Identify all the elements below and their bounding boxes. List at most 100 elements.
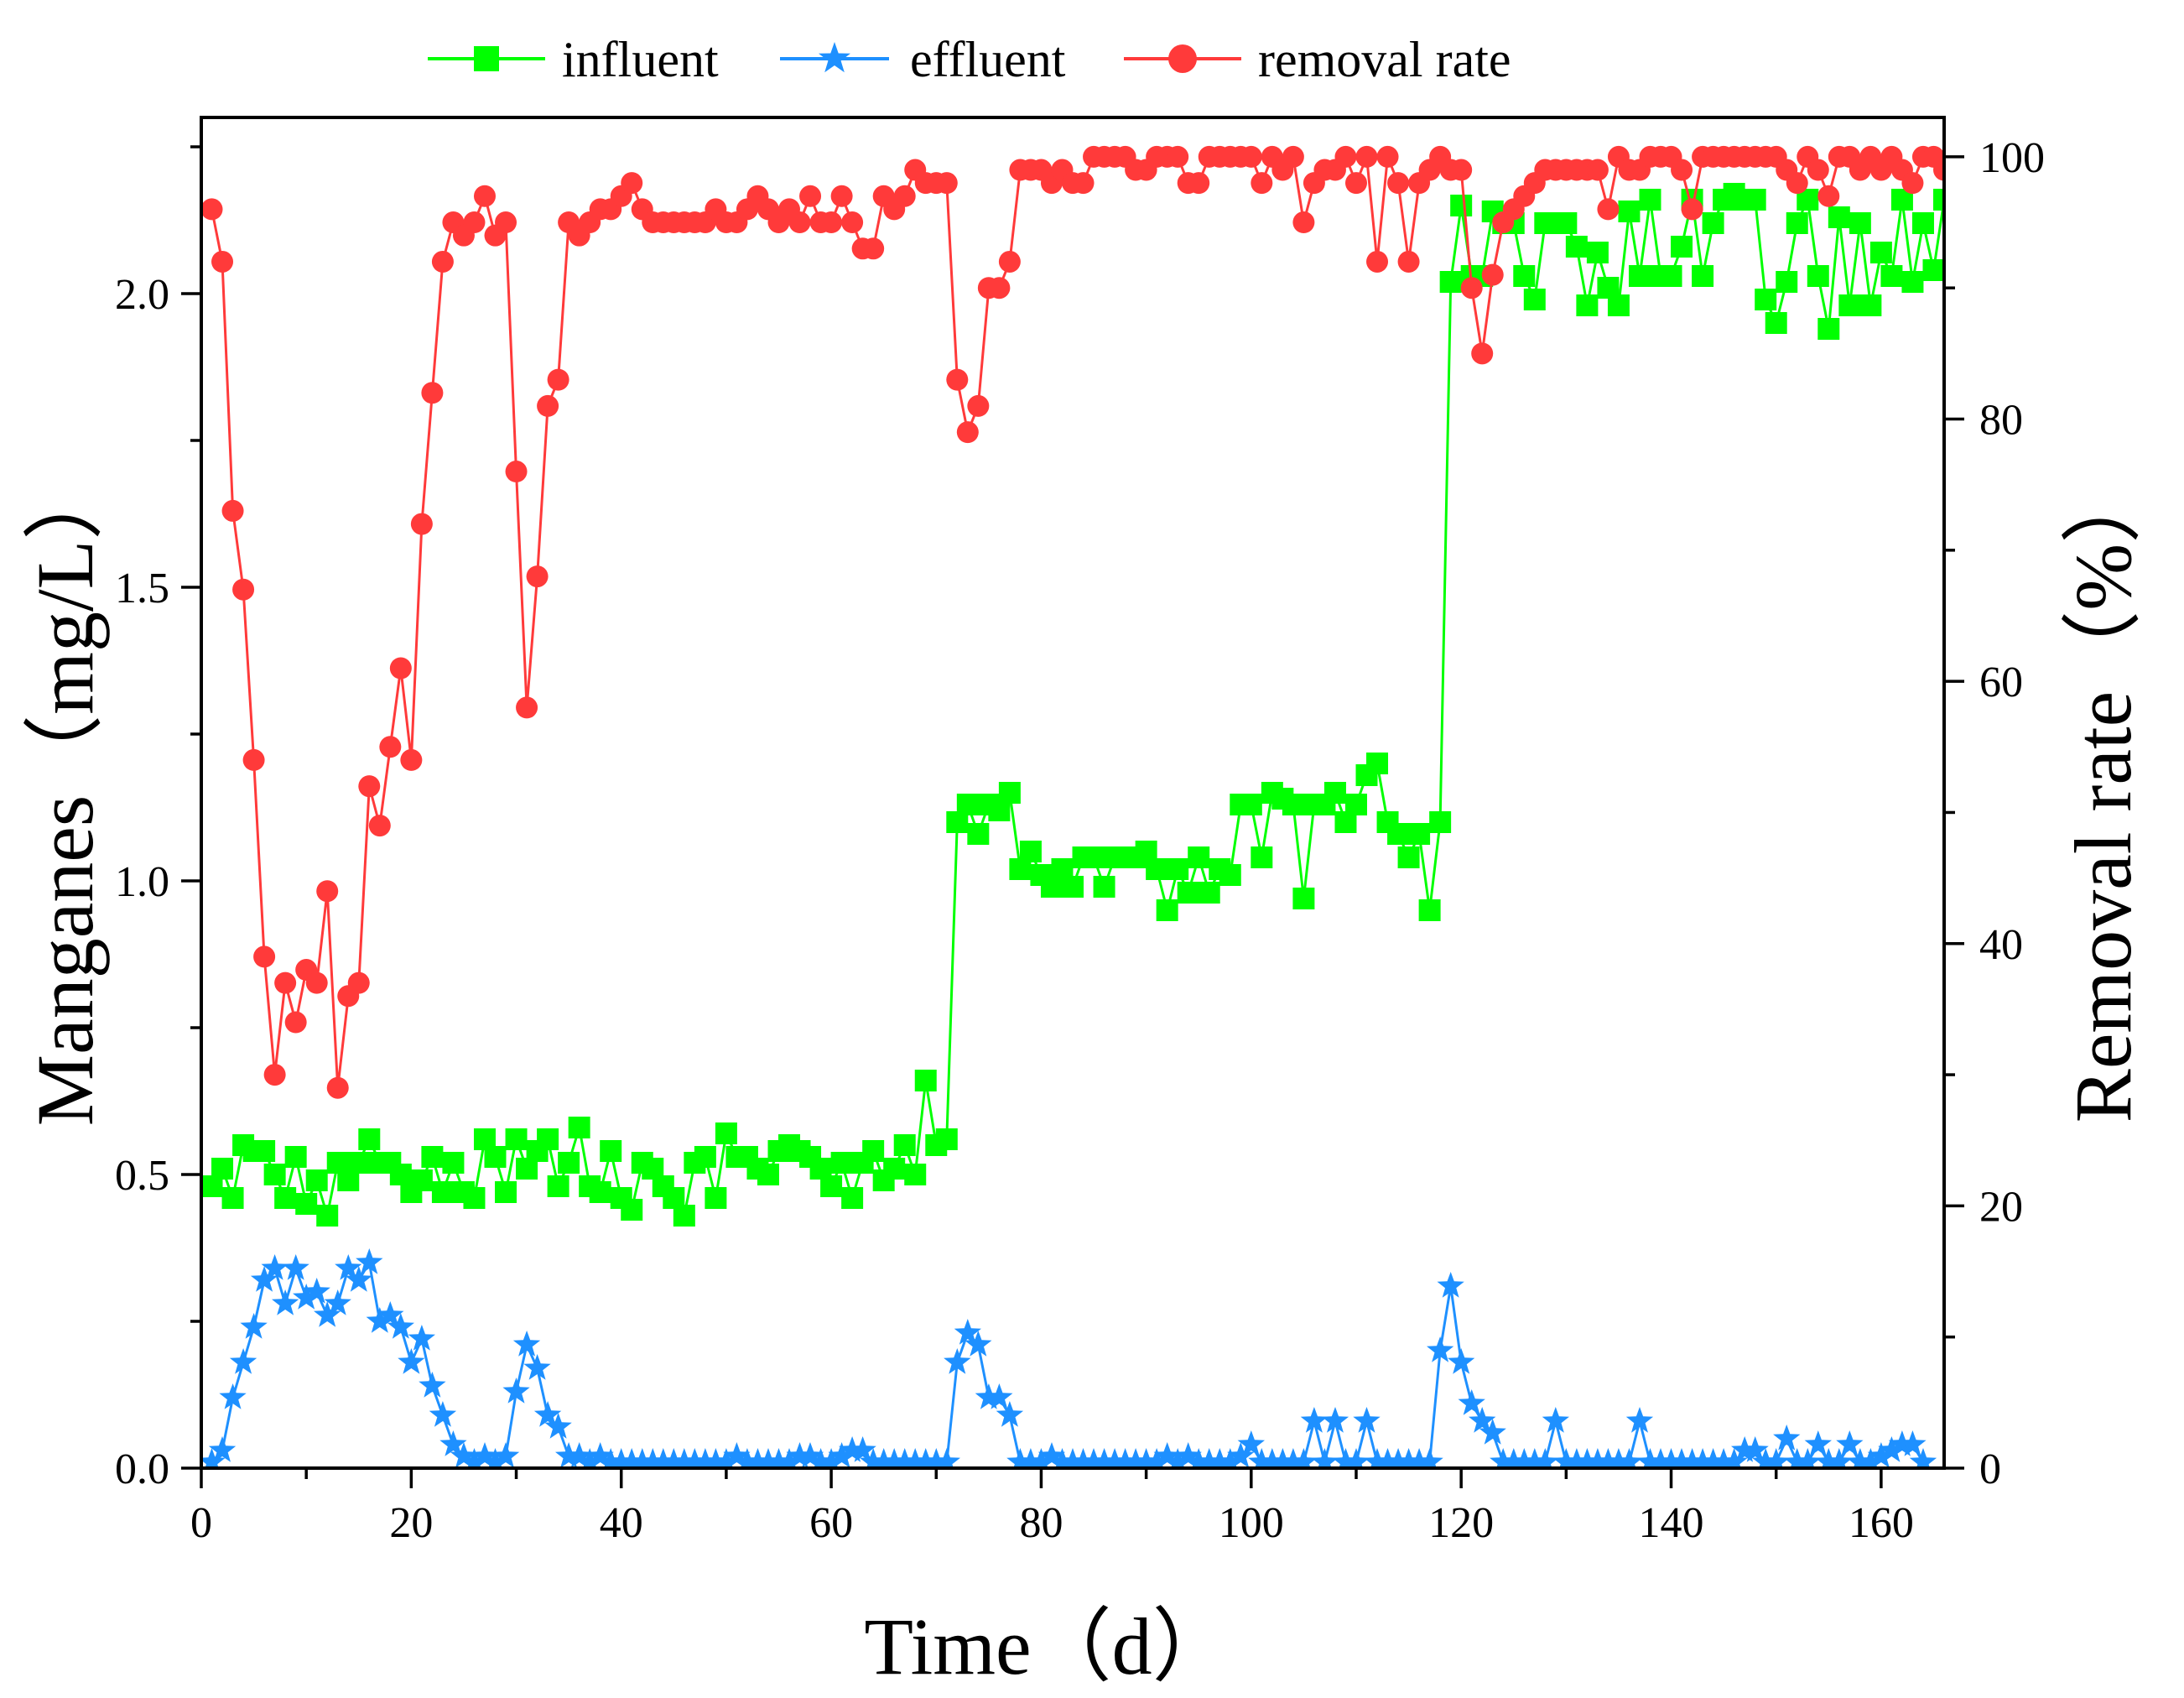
data-point-influent xyxy=(956,794,979,815)
data-point-removal-rate xyxy=(1671,159,1693,181)
data-point-influent xyxy=(1146,858,1168,880)
data-point-influent xyxy=(967,823,990,845)
data-point-influent xyxy=(463,1187,486,1209)
data-point-effluent xyxy=(1237,1430,1265,1456)
data-point-influent xyxy=(1869,242,1892,263)
data-point-effluent xyxy=(272,1289,299,1315)
data-point-influent xyxy=(694,1146,716,1168)
data-point-effluent xyxy=(1825,1448,1853,1468)
data-point-influent xyxy=(820,1175,843,1197)
data-point-removal-rate xyxy=(1334,145,1357,168)
data-point-effluent xyxy=(450,1442,478,1468)
data-point-influent xyxy=(537,1128,559,1150)
data-point-influent xyxy=(914,1070,937,1091)
data-point-removal-rate xyxy=(274,971,297,994)
data-point-influent xyxy=(1880,265,1903,287)
data-point-influent xyxy=(1786,212,1808,234)
data-point-removal-rate xyxy=(1901,172,1924,195)
data-point-influent xyxy=(1513,265,1536,287)
data-point-influent xyxy=(904,1164,927,1185)
data-point-removal-rate xyxy=(431,250,454,273)
data-point-influent xyxy=(347,1152,370,1174)
data-point-influent xyxy=(1618,201,1641,222)
data-point-influent xyxy=(1702,212,1724,234)
data-point-effluent xyxy=(1878,1436,1906,1462)
data-point-removal-rate xyxy=(1251,172,1273,195)
data-point-removal-rate xyxy=(421,382,444,404)
data-point-influent xyxy=(1639,189,1661,211)
data-point-removal-rate xyxy=(547,368,569,391)
data-point-effluent xyxy=(208,1436,237,1462)
data-point-removal-rate xyxy=(389,657,412,680)
series-layer xyxy=(201,145,1976,1468)
data-point-effluent xyxy=(1542,1407,1569,1433)
data-point-effluent xyxy=(1458,1389,1485,1415)
data-point-influent xyxy=(495,1181,517,1203)
data-point-removal-rate xyxy=(967,394,990,417)
data-point-effluent xyxy=(1342,1448,1370,1468)
data-point-effluent xyxy=(1794,1448,1822,1468)
data-point-removal-rate xyxy=(1366,250,1389,273)
data-point-effluent xyxy=(523,1354,551,1380)
data-point-effluent xyxy=(229,1348,257,1374)
y2-tick-label: 40 xyxy=(1979,921,2023,969)
data-point-influent xyxy=(1177,882,1199,904)
data-point-removal-rate xyxy=(1681,198,1703,221)
data-point-influent xyxy=(221,1187,244,1209)
data-point-effluent xyxy=(1909,1448,1937,1468)
series-effluent xyxy=(201,1248,1937,1468)
data-point-effluent xyxy=(965,1331,992,1357)
data-point-effluent xyxy=(387,1313,414,1339)
data-point-effluent xyxy=(314,1301,341,1327)
data-point-removal-rate xyxy=(326,1076,349,1099)
data-point-effluent xyxy=(1731,1436,1759,1462)
legend-label-influent: influent xyxy=(562,32,719,87)
data-point-influent xyxy=(893,1134,916,1156)
data-point-influent xyxy=(935,1128,958,1150)
data-point-effluent xyxy=(398,1348,425,1374)
data-point-effluent xyxy=(356,1248,383,1274)
data-point-influent xyxy=(305,1169,328,1191)
y-tick-label: 1.5 xyxy=(115,565,169,612)
data-point-effluent xyxy=(555,1442,583,1468)
data-point-effluent xyxy=(1762,1448,1790,1468)
data-point-removal-rate xyxy=(211,250,234,273)
data-point-removal-rate xyxy=(1954,172,1976,194)
data-point-influent xyxy=(1660,265,1682,287)
data-point-removal-rate xyxy=(1786,172,1808,195)
data-point-influent xyxy=(1838,294,1861,316)
data-point-effluent xyxy=(1290,1448,1318,1468)
legend: influent effluent removal rate xyxy=(428,32,1511,87)
data-point-influent xyxy=(621,1199,643,1221)
data-point-removal-rate xyxy=(621,172,643,195)
data-point-effluent xyxy=(471,1442,499,1468)
data-point-removal-rate xyxy=(956,421,979,444)
data-point-removal-rate xyxy=(1344,172,1367,195)
data-point-influent xyxy=(1167,858,1189,880)
data-point-influent xyxy=(1240,794,1262,815)
data-point-removal-rate xyxy=(1471,342,1494,365)
data-point-influent xyxy=(431,1181,454,1203)
data-point-influent xyxy=(1933,189,1944,211)
data-point-removal-rate xyxy=(1397,250,1420,273)
data-point-influent xyxy=(1219,864,1241,886)
y-tick-label: 2.0 xyxy=(115,271,169,319)
data-point-effluent xyxy=(975,1383,1002,1409)
data-point-influent xyxy=(1755,289,1777,310)
data-point-influent xyxy=(1807,265,1829,287)
y2-tick-label: 0 xyxy=(1979,1445,2001,1493)
data-point-removal-rate xyxy=(526,565,549,588)
data-point-removal-rate xyxy=(368,815,391,837)
y2-tick-label: 20 xyxy=(1979,1183,2023,1231)
data-point-removal-rate xyxy=(284,1011,307,1034)
data-point-influent xyxy=(705,1187,727,1209)
data-point-removal-rate xyxy=(788,211,811,234)
data-point-influent xyxy=(1366,753,1389,774)
data-point-effluent xyxy=(839,1436,866,1462)
series-line-influent xyxy=(211,192,1944,1220)
data-point-removal-rate xyxy=(1387,172,1410,195)
data-point-influent xyxy=(1828,206,1850,228)
data-point-influent xyxy=(1744,189,1766,211)
data-point-influent xyxy=(558,1152,580,1174)
data-point-effluent xyxy=(723,1442,751,1468)
